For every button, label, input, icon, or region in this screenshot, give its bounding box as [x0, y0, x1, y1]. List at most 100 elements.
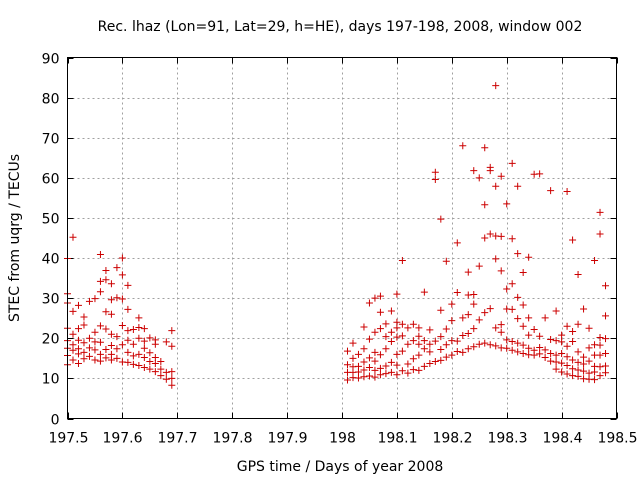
data-point — [453, 337, 461, 345]
data-point — [140, 354, 148, 362]
data-point — [409, 355, 417, 363]
data-point — [140, 325, 148, 333]
y-tick-label: 40 — [42, 252, 60, 268]
data-point — [437, 346, 445, 354]
data-point — [552, 365, 560, 373]
data-point — [569, 236, 577, 244]
data-point — [168, 327, 176, 335]
data-point — [371, 328, 379, 336]
data-point — [404, 369, 412, 377]
data-point — [162, 368, 170, 376]
data-point — [459, 142, 467, 150]
data-point — [459, 314, 467, 322]
data-point — [585, 357, 593, 365]
data-point — [360, 358, 368, 366]
data-point — [448, 300, 456, 308]
x-tick-label: 198.3 — [487, 431, 527, 447]
data-point — [481, 234, 489, 242]
data-point — [376, 308, 384, 316]
data-point — [91, 328, 99, 336]
data-point — [129, 360, 137, 368]
data-point — [508, 337, 516, 345]
data-point — [376, 371, 384, 379]
data-point — [596, 341, 604, 349]
data-point — [376, 351, 384, 359]
data-point — [519, 350, 527, 358]
data-point — [475, 316, 483, 324]
x-tick-label: 197.8 — [212, 431, 252, 447]
data-point — [563, 362, 571, 370]
data-point — [360, 373, 368, 381]
data-point — [431, 168, 439, 176]
data-point — [508, 280, 516, 288]
data-point — [96, 277, 104, 285]
data-point — [415, 324, 423, 332]
data-point — [420, 345, 428, 353]
data-point — [69, 330, 77, 338]
data-point — [118, 254, 126, 262]
data-point — [157, 365, 165, 373]
data-point — [113, 333, 121, 341]
data-point — [596, 230, 604, 238]
data-point — [596, 363, 604, 371]
data-point — [420, 337, 428, 345]
data-point — [409, 320, 417, 328]
data-point — [558, 368, 566, 376]
data-point — [547, 350, 555, 358]
data-point — [574, 358, 582, 366]
data-point — [481, 339, 489, 347]
x-tick-label: 197.7 — [157, 431, 197, 447]
data-point — [552, 358, 560, 366]
data-point — [135, 323, 143, 331]
data-point — [602, 335, 610, 343]
data-point — [74, 360, 82, 368]
data-point — [486, 341, 494, 349]
data-point — [107, 341, 115, 349]
data-point — [464, 329, 472, 337]
data-point — [569, 356, 577, 364]
data-point — [151, 354, 159, 362]
axis-ticks — [67, 57, 618, 420]
data-point — [113, 294, 121, 302]
data-point — [124, 305, 132, 313]
data-point — [124, 336, 132, 344]
data-point — [574, 271, 582, 279]
data-point — [398, 320, 406, 328]
data-point — [486, 305, 494, 313]
data-point — [376, 325, 384, 333]
y-axis-title: STEC from uqrg / TECUs — [7, 154, 23, 322]
data-point — [497, 172, 505, 180]
data-point — [387, 358, 395, 366]
data-point — [146, 365, 154, 373]
data-point — [168, 342, 176, 350]
chart-title: Rec. lhaz (Lon=91, Lat=29, h=HE), days 1… — [98, 19, 583, 35]
data-point — [442, 257, 450, 265]
data-point — [602, 350, 610, 358]
data-point — [409, 366, 417, 374]
data-point — [365, 372, 373, 380]
data-point — [530, 325, 538, 333]
data-point — [558, 338, 566, 346]
data-point — [547, 187, 555, 195]
data-point — [585, 324, 593, 332]
data-point — [168, 374, 176, 382]
data-point — [80, 313, 88, 321]
data-point — [96, 350, 104, 358]
data-point — [387, 337, 395, 345]
data-point — [107, 350, 115, 358]
data-point — [157, 372, 165, 380]
data-point — [481, 201, 489, 209]
data-point — [118, 321, 126, 329]
data-point — [453, 239, 461, 247]
data-point — [536, 344, 544, 352]
data-point — [102, 308, 110, 316]
grid-lines — [67, 57, 617, 419]
data-point — [475, 262, 483, 270]
data-point — [536, 170, 544, 178]
data-point — [574, 372, 582, 380]
y-tick-label: 10 — [42, 372, 60, 388]
data-point — [107, 330, 115, 338]
data-point — [343, 347, 351, 355]
data-point — [162, 375, 170, 383]
data-point — [596, 372, 604, 380]
